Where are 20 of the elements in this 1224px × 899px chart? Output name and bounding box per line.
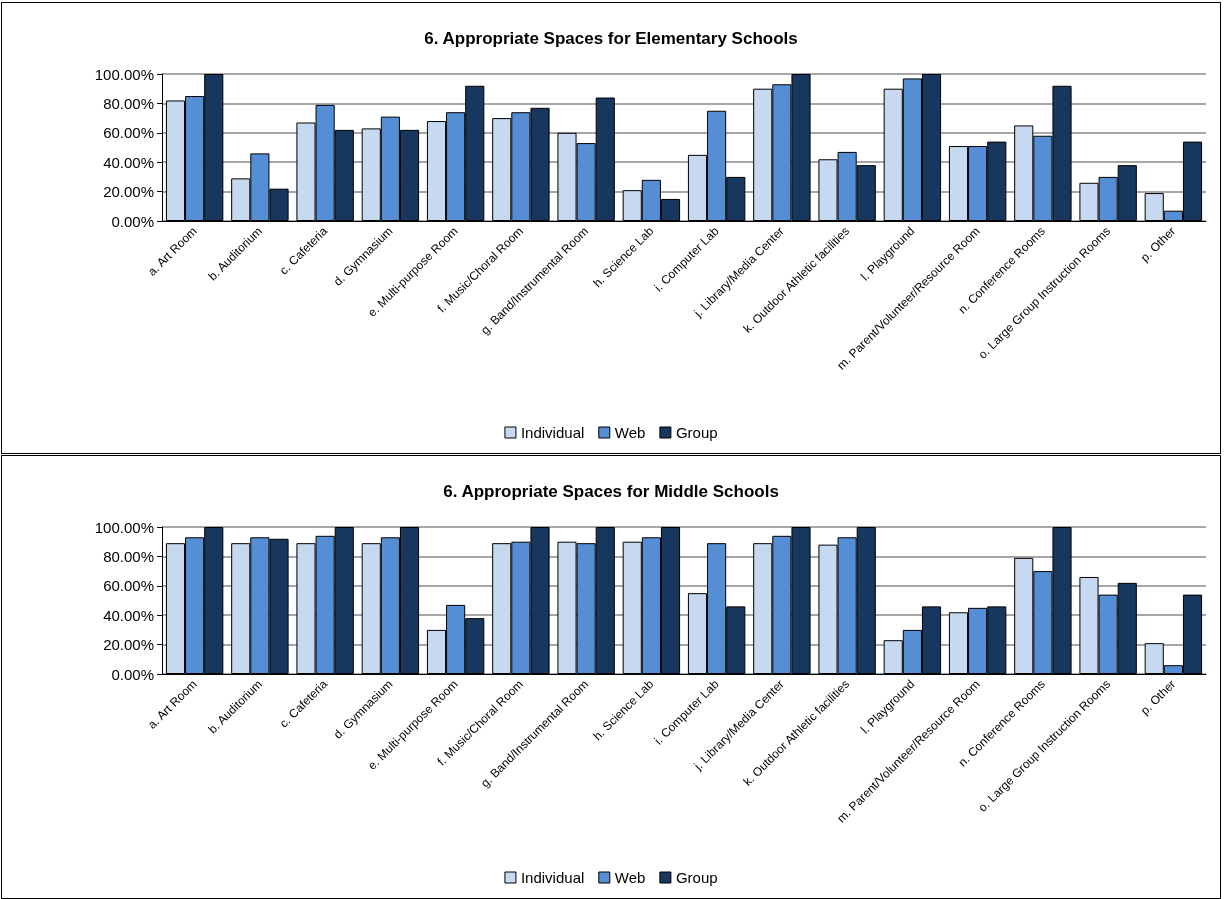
legend-label: Individual — [520, 424, 585, 441]
legend-label: Web — [614, 869, 646, 886]
y-tick-label: 80.00% — [103, 94, 154, 112]
legend-label: Web — [614, 424, 646, 441]
legend-label: Group — [675, 424, 718, 441]
y-tick-label: 40.00% — [103, 153, 154, 171]
y-tick-label: 80.00% — [103, 547, 154, 565]
y-tick-label: 0.00% — [111, 665, 154, 683]
legend-label: Individual — [520, 869, 585, 886]
y-tick-label: 20.00% — [103, 183, 154, 201]
y-tick-label: 60.00% — [103, 577, 154, 595]
y-tick-label: 100.00% — [94, 518, 154, 536]
y-tick-label: 100.00% — [94, 65, 154, 83]
y-tick-label: 60.00% — [103, 124, 154, 142]
y-tick-label: 0.00% — [111, 212, 154, 230]
legend-label: Group — [675, 869, 718, 886]
y-tick-label: 40.00% — [103, 606, 154, 624]
chart-title: 6. Appropriate Spaces for Elementary Schools — [424, 29, 798, 48]
y-tick-label: 20.00% — [103, 636, 154, 654]
chart-title: 6. Appropriate Spaces for Middle Schools — [443, 482, 779, 501]
